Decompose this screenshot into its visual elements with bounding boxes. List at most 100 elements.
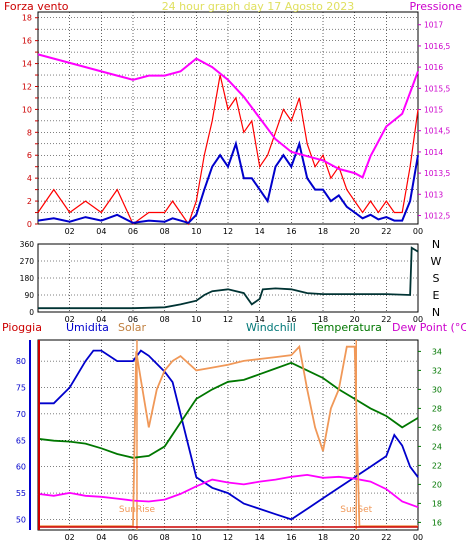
- x-tick-label: 18: [318, 315, 328, 324]
- right-tick-label: 24: [432, 442, 442, 451]
- x-tick-label: 00: [413, 227, 423, 236]
- right-tick-label: 34: [432, 347, 442, 356]
- right-tick-label: 1016: [424, 63, 443, 72]
- x-tick-label: 10: [191, 315, 201, 324]
- series-line: [37, 53, 419, 179]
- right-tick-label: 1012,5: [424, 212, 450, 221]
- left-tick-label: 90: [24, 291, 34, 300]
- series-line: [38, 344, 418, 528]
- right-tick-label: 26: [432, 423, 442, 432]
- bottom-chart-frame: [37, 339, 419, 531]
- left-tick-label: 65: [16, 436, 26, 445]
- x-tick-label: 00: [413, 533, 423, 542]
- left-tick-label: 4: [27, 174, 32, 183]
- right-tick-label: 16: [432, 518, 442, 527]
- x-tick-label: 06: [128, 533, 138, 542]
- x-tick-label: 04: [96, 315, 106, 324]
- top-left-axis-label: Forza vento: [4, 0, 69, 13]
- x-tick-label: 06: [128, 315, 138, 324]
- x-tick-label: 04: [96, 533, 106, 542]
- right-tick-label: 1013,5: [424, 169, 450, 178]
- right-tick-label: 30: [432, 385, 442, 394]
- x-tick-label: 18: [318, 533, 328, 542]
- x-tick-label: 20: [350, 315, 360, 324]
- left-tick-label: 360: [20, 240, 35, 249]
- x-tick-label: 10: [191, 227, 201, 236]
- right-tick-label: 1017: [424, 21, 443, 30]
- right-tick-label: 32: [432, 366, 442, 375]
- x-tick-label: 12: [223, 533, 233, 542]
- x-tick-label: 02: [65, 227, 75, 236]
- left-tick-label: 18: [22, 14, 32, 23]
- right-tick-label: 22: [432, 461, 442, 470]
- left-tick-label: 14: [22, 60, 32, 69]
- series-line: [38, 246, 419, 310]
- x-tick-label: 14: [255, 533, 265, 542]
- x-tick-label: 20: [350, 227, 360, 236]
- left-tick-label: 0: [29, 308, 34, 317]
- header-label-windchill: Windchill: [246, 321, 296, 334]
- left-tick-label: 75: [16, 384, 26, 393]
- x-tick-label: 16: [286, 315, 296, 324]
- x-tick-label: 10: [191, 533, 201, 542]
- x-tick-label: 22: [381, 227, 391, 236]
- left-tick-label: 70: [16, 410, 26, 419]
- top-right-axis-label: Pressione: [410, 0, 463, 13]
- right-tick-label: 1014,5: [424, 127, 450, 136]
- x-tick-label: 00: [413, 315, 423, 324]
- sunrise-label: SunRise: [119, 505, 156, 515]
- header-label-solar: Solar: [118, 321, 147, 334]
- right-tick-label: 1013: [424, 190, 443, 199]
- left-tick-label: 8: [27, 128, 32, 137]
- left-tick-label: 2: [27, 197, 32, 206]
- compass-label: E: [433, 289, 440, 302]
- x-tick-label: 22: [381, 533, 391, 542]
- series-line: [37, 140, 419, 225]
- x-tick-label: 04: [96, 227, 106, 236]
- right-tick-label: 18: [432, 499, 442, 508]
- x-tick-label: 16: [286, 227, 296, 236]
- left-tick-label: 16: [22, 37, 32, 46]
- x-tick-label: 14: [255, 315, 265, 324]
- left-tick-label: 50: [16, 515, 26, 524]
- left-tick-label: 180: [20, 274, 35, 283]
- left-tick-label: 6: [27, 151, 32, 160]
- x-tick-label: 08: [160, 533, 170, 542]
- left-tick-label: 270: [20, 257, 35, 266]
- x-tick-label: 12: [223, 227, 233, 236]
- compass-label: S: [433, 272, 440, 285]
- header-label-dewpoint: Dew Point (°C): [392, 321, 466, 334]
- series-line: [37, 473, 419, 509]
- x-tick-label: 12: [223, 315, 233, 324]
- left-tick-label: 55: [16, 489, 26, 498]
- header-label-umidita: Umidita: [66, 321, 109, 334]
- x-tick-label: 06: [128, 227, 138, 236]
- x-tick-label: 22: [381, 315, 391, 324]
- x-tick-label: 14: [255, 227, 265, 236]
- x-tick-label: 18: [318, 227, 328, 236]
- left-tick-label: 80: [16, 357, 26, 366]
- right-tick-label: 1014: [424, 148, 443, 157]
- left-tick-label: 0: [27, 220, 32, 229]
- x-tick-label: 08: [160, 315, 170, 324]
- x-tick-label: 02: [65, 315, 75, 324]
- series-line: [38, 349, 419, 521]
- right-tick-label: 1016,5: [424, 42, 450, 51]
- right-tick-label: 1015,5: [424, 84, 450, 93]
- left-tick-label: 12: [22, 82, 32, 91]
- right-tick-label: 1015: [424, 106, 443, 115]
- x-tick-label: 08: [160, 227, 170, 236]
- left-tick-label: 60: [16, 463, 26, 472]
- compass-label: N: [432, 306, 440, 319]
- compass-label: W: [431, 255, 442, 268]
- right-tick-label: 28: [432, 404, 442, 413]
- series-line: [37, 74, 419, 226]
- sunset-label: SunSet: [340, 505, 372, 515]
- left-tick-label: 10: [22, 105, 32, 114]
- header-label-pioggia: Pioggia: [2, 321, 42, 334]
- x-tick-label: 02: [65, 533, 75, 542]
- x-tick-label: 20: [350, 533, 360, 542]
- series-line: [37, 361, 419, 459]
- header-label-temperatura: Temperatura: [311, 321, 382, 334]
